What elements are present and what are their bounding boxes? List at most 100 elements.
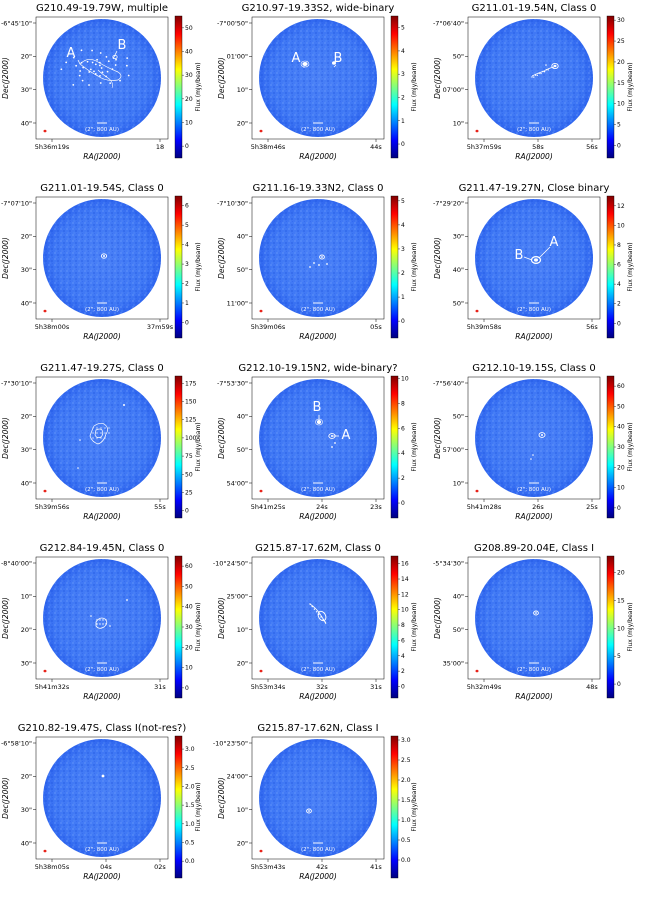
colorbar-tick-label: 75 bbox=[185, 453, 193, 460]
y-tick-label: 20" bbox=[21, 413, 32, 421]
beam-ellipse bbox=[43, 309, 47, 313]
colorbar-tick-label: 3.0 bbox=[185, 746, 195, 753]
x-axis-label: RA(J2000) bbox=[299, 152, 337, 161]
scale-bar-label: (2"; 800 AU) bbox=[517, 667, 551, 673]
y-tick-label: 57'00" bbox=[443, 446, 464, 454]
y-tick-label: 25'00" bbox=[227, 593, 248, 601]
colorbar-tick-label: 60 bbox=[185, 563, 193, 570]
colorbar-tick-label: 2.0 bbox=[401, 777, 411, 784]
colorbar-tick-label: 10 bbox=[185, 665, 193, 672]
y-tick-label: 50" bbox=[453, 413, 464, 421]
beam-ellipse bbox=[259, 129, 263, 133]
x-tick-label: 25s bbox=[586, 503, 598, 511]
x-tick-label: 31s bbox=[154, 683, 166, 691]
x-tick-label: 23s bbox=[370, 503, 382, 511]
y-tick-label: 10" bbox=[237, 806, 248, 814]
source-emission bbox=[77, 404, 125, 469]
colorbar bbox=[174, 195, 183, 339]
axes-frame bbox=[251, 376, 385, 500]
panel-11: G215.87-17.62M, Class 0 (2"; 800 AU) -10°2… bbox=[213, 543, 418, 701]
colorbar bbox=[390, 195, 399, 339]
beam-ellipse bbox=[259, 849, 263, 853]
y-tick-label: 20" bbox=[237, 839, 248, 847]
beam-ellipse bbox=[259, 309, 263, 313]
x-tick-label: 37m59s bbox=[147, 323, 174, 331]
y-tick-label: 40" bbox=[21, 479, 32, 487]
y-tick-label: 40" bbox=[453, 266, 464, 274]
panel-title: G210.97-19.33S2, wide-binary bbox=[242, 3, 395, 14]
beam-ellipse bbox=[43, 849, 47, 853]
y-axis-label: Dec(J2000) bbox=[433, 597, 442, 639]
image-noise bbox=[475, 19, 593, 137]
colorbar-tick-label: 0 bbox=[401, 500, 405, 507]
x-tick-label: 5h41m28s bbox=[467, 503, 502, 511]
colorbar-tick-label: 30 bbox=[617, 444, 625, 451]
y-tick-label: 20" bbox=[237, 119, 248, 127]
y-tick-label: 30" bbox=[21, 86, 32, 94]
colorbar-label: Flux (mJy/beam) bbox=[195, 422, 202, 471]
colorbar bbox=[606, 195, 615, 339]
colorbar-tick-label: 100 bbox=[185, 435, 197, 442]
y-tick-label: -8°40'00" bbox=[1, 559, 32, 567]
colorbar-tick-label: 2.0 bbox=[185, 783, 195, 790]
x-axis-label: RA(J2000) bbox=[515, 512, 553, 521]
source-label: B bbox=[313, 400, 322, 415]
panel-title: G208.89-20.04E, Class I bbox=[474, 543, 594, 554]
colorbar-tick-label: 2 bbox=[401, 94, 405, 101]
x-tick-label: 5h39m58s bbox=[467, 323, 502, 331]
colorbar-tick-label: 50 bbox=[185, 471, 193, 478]
x-tick-label: 56s bbox=[586, 143, 598, 151]
x-axis-label: RA(J2000) bbox=[299, 692, 337, 701]
panel-title: G211.16-19.33N2, Class 0 bbox=[252, 183, 383, 194]
scale-bar-label: (2"; 800 AU) bbox=[85, 667, 119, 673]
colorbar-tick-label: 4 bbox=[401, 48, 405, 55]
colorbar-tick-label: 0 bbox=[617, 320, 621, 327]
y-tick-label: 10" bbox=[453, 119, 464, 127]
colorbar-tick-label: 3 bbox=[401, 246, 405, 253]
y-tick-label: -5°34'30" bbox=[433, 559, 464, 567]
y-tick-label: 50" bbox=[237, 266, 248, 274]
y-tick-label: 35'00" bbox=[443, 659, 464, 667]
y-tick-label: 50" bbox=[237, 446, 248, 454]
colorbar-tick-label: 8 bbox=[401, 622, 405, 629]
colorbar-tick-label: 20 bbox=[617, 59, 625, 66]
y-tick-label: 20" bbox=[21, 233, 32, 241]
colorbar bbox=[174, 555, 183, 699]
colorbar-tick-label: 4 bbox=[401, 653, 405, 660]
y-tick-label: 20" bbox=[21, 53, 32, 61]
y-axis-label: Dec(J2000) bbox=[217, 417, 226, 459]
panel-title: G210.82-19.47S, Class I(not-res?) bbox=[18, 723, 187, 734]
colorbar-tick-label: 0 bbox=[185, 508, 189, 515]
x-tick-label: 5h41m32s bbox=[35, 683, 70, 691]
source-label: B bbox=[515, 248, 524, 263]
colorbar-tick-label: 8 bbox=[401, 400, 405, 407]
y-tick-label: 30" bbox=[21, 806, 32, 814]
colorbar-tick-label: 40 bbox=[617, 424, 625, 431]
y-tick-label: 30" bbox=[21, 266, 32, 274]
source-emission bbox=[300, 60, 336, 68]
colorbar-tick-label: 8 bbox=[617, 242, 621, 249]
x-tick-label: 5h38m46s bbox=[251, 143, 286, 151]
source-emission bbox=[101, 774, 105, 778]
colorbar bbox=[390, 555, 399, 699]
x-tick-label: 5h37m59s bbox=[467, 143, 502, 151]
colorbar-label: Flux (mJy/beam) bbox=[411, 242, 418, 291]
source-arrow bbox=[77, 59, 81, 65]
colorbar-tick-label: 10 bbox=[401, 375, 409, 382]
y-tick-label: -7°06'40" bbox=[433, 19, 464, 27]
y-tick-label: -7°00'50" bbox=[217, 19, 248, 27]
axes-frame bbox=[251, 196, 385, 320]
colorbar-tick-label: 20 bbox=[185, 644, 193, 651]
y-tick-label: 40" bbox=[237, 233, 248, 241]
y-tick-label: 11'00" bbox=[227, 299, 248, 307]
y-tick-label: 07'00" bbox=[443, 86, 464, 94]
axes-frame bbox=[251, 736, 385, 860]
source-label: A bbox=[292, 51, 301, 66]
y-axis-label: Dec(J2000) bbox=[1, 57, 10, 99]
source-emission bbox=[533, 610, 539, 616]
image-noise bbox=[43, 739, 161, 857]
y-tick-label: 40" bbox=[453, 593, 464, 601]
axes-frame bbox=[35, 376, 169, 500]
panel-title: G212.10-19.15N2, wide-binary? bbox=[238, 363, 397, 374]
colorbar-tick-label: 0 bbox=[185, 143, 189, 150]
